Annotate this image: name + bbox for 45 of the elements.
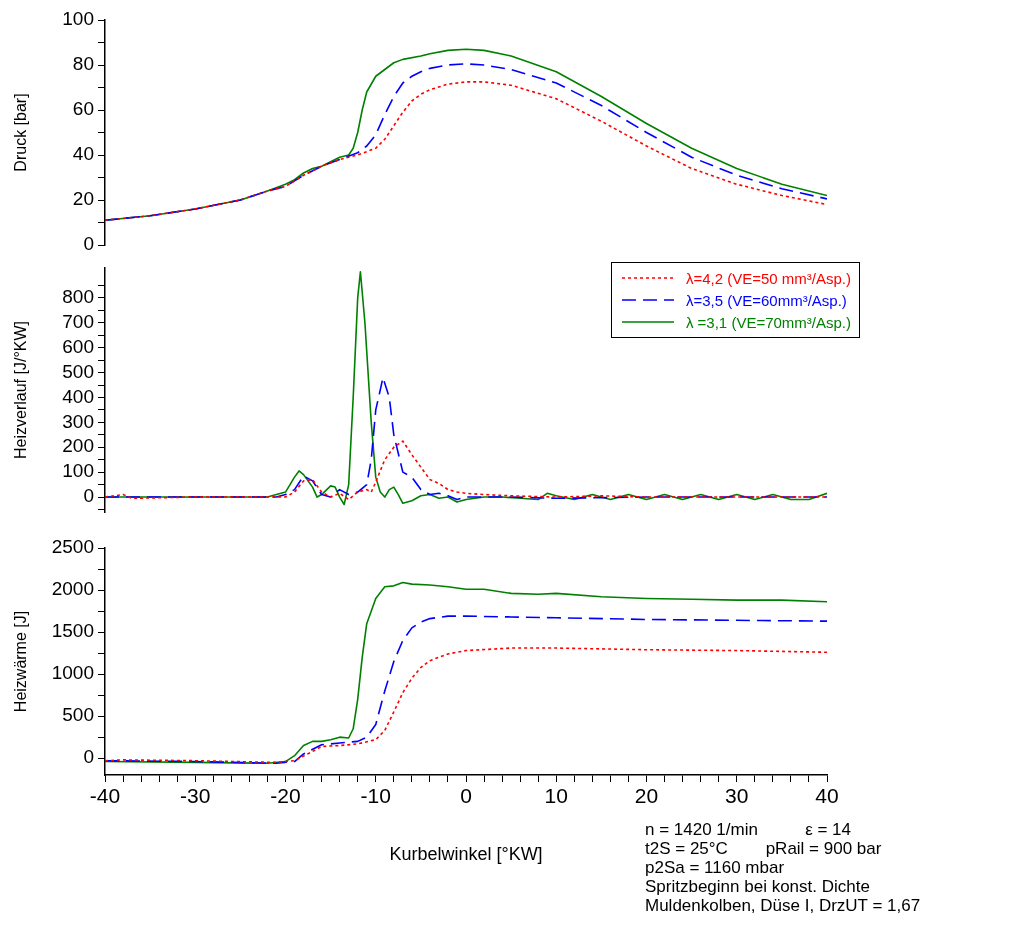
text: t2S = 25°C pRail = 900 bar xyxy=(645,839,883,858)
x-tick-label: -20 xyxy=(270,784,301,808)
line-series xyxy=(105,440,827,501)
text: p2Sa = 1160 mbar xyxy=(645,858,786,877)
x-tick-label: -40 xyxy=(89,784,121,808)
legend-label: λ=3,5 (VE=60mm³/Asp.) xyxy=(685,291,847,309)
x-tick-label: 0 xyxy=(460,784,472,808)
y-tick-label: 100 xyxy=(62,8,94,30)
x-tick-label: -10 xyxy=(360,784,391,808)
x-tick-label: -30 xyxy=(180,784,211,808)
y-tick-label: 0 xyxy=(83,233,94,255)
y-tick-label: 500 xyxy=(62,360,94,382)
x-axis-title: Kurbelwinkel [°KW] xyxy=(389,844,543,865)
y-tick-label: 200 xyxy=(62,435,94,457)
legend-label: λ =3,1 (VE=70mm³/Asp.) xyxy=(685,313,851,331)
text: Spritzbeginn bei konst. Dichte xyxy=(645,877,871,896)
y-tick-label: 600 xyxy=(62,335,94,357)
y-tick-label: 60 xyxy=(72,98,94,120)
y-tick-label: 2500 xyxy=(51,536,94,558)
y-axis-title: Heizverlauf [J/°KW] xyxy=(12,321,30,459)
y-tick-label: 40 xyxy=(72,143,94,165)
x-tick-label: 10 xyxy=(544,784,568,808)
y-tick-label: 100 xyxy=(62,460,94,482)
y-tick-label: 500 xyxy=(62,704,94,726)
y-tick-label: 0 xyxy=(83,485,94,507)
y-tick-label: 20 xyxy=(72,188,94,210)
line-series xyxy=(105,615,827,765)
y-tick-label: 400 xyxy=(62,385,94,407)
y-tick-label: 700 xyxy=(62,311,94,333)
x-tick-label: 40 xyxy=(815,784,839,808)
line-series xyxy=(105,647,827,764)
text: n = 1420 1/min ε = 14 xyxy=(645,820,853,839)
y-axis-title: Heizwärme [J] xyxy=(12,610,30,713)
y-tick-label: 1500 xyxy=(51,620,94,642)
text: Muldenkolben, Düse I, DrzUT = 1,67 xyxy=(645,896,921,915)
y-tick-label: 0 xyxy=(83,746,94,768)
x-tick-label: 20 xyxy=(634,784,659,808)
y-tick-label: 300 xyxy=(62,410,94,432)
y-tick-label: 2000 xyxy=(51,578,94,600)
y-tick-label: 80 xyxy=(72,53,94,75)
y-axis-title: Druck [bar] xyxy=(12,93,30,172)
legend-label: λ=4,2 (VE=50 mm³/Asp.) xyxy=(685,269,851,287)
y-tick-label: 1000 xyxy=(51,662,94,684)
x-tick-label: 30 xyxy=(725,784,749,808)
y-tick-label: 800 xyxy=(62,286,94,308)
